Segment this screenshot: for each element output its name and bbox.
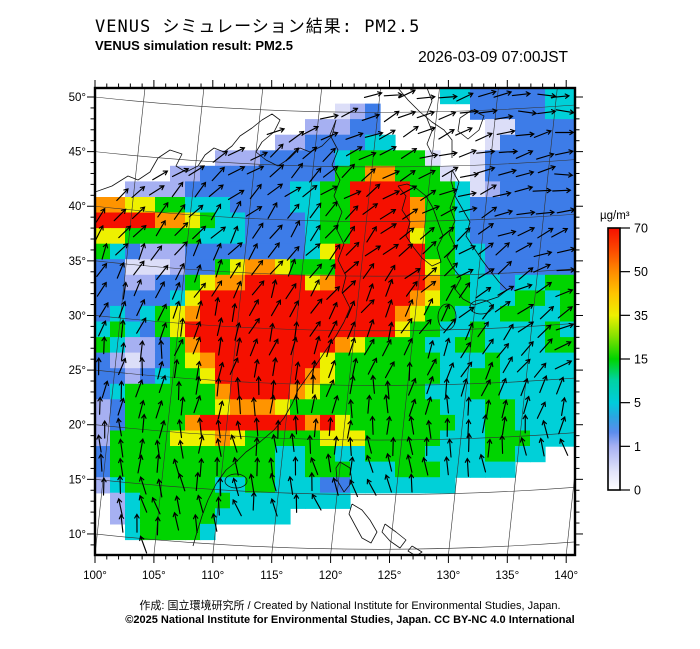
lon-tick-label: 105° bbox=[142, 570, 166, 582]
page-title-english: VENUS simulation result: PM2.5 bbox=[95, 38, 293, 53]
pm25-heatmap-layer bbox=[95, 88, 575, 541]
colorbar-tick-label: 35 bbox=[634, 309, 648, 323]
credit-line: 作成: 国立環境研究所 / Created by National Instit… bbox=[139, 600, 561, 612]
colorbar-tick-label: 0 bbox=[634, 484, 641, 498]
wind-arrows-layer bbox=[95, 89, 575, 554]
page-title-japanese: VENUS シミュレーション結果: PM2.5 bbox=[95, 17, 421, 37]
lat-tick-label: 25° bbox=[69, 365, 86, 377]
lat-tick-label: 35° bbox=[69, 256, 86, 268]
colorbar-unit-label: µg/m³ bbox=[600, 210, 630, 222]
lon-tick-label: 120° bbox=[319, 570, 343, 582]
lat-tick-label: 40° bbox=[69, 201, 86, 213]
graticule-layer bbox=[95, 88, 575, 555]
axis-ticks-and-labels: 100° 105° 110° 115° 120° 125° 130° 135° 140° 50° 4… bbox=[69, 80, 583, 582]
lon-tick-label: 130° bbox=[437, 570, 461, 582]
map-border bbox=[93, 86, 577, 557]
colorbar-tick-label: 5 bbox=[634, 396, 641, 410]
lon-tick-label: 115° bbox=[260, 570, 283, 582]
lat-tick-label: 15° bbox=[69, 474, 86, 486]
lat-tick-label: 30° bbox=[69, 310, 86, 322]
lon-tick-label: 110° bbox=[201, 570, 224, 582]
lat-tick-label: 20° bbox=[69, 420, 86, 432]
lat-tick-label: 10° bbox=[69, 529, 86, 541]
colorbar-tick-label: 50 bbox=[634, 265, 648, 279]
lon-tick-label: 140° bbox=[554, 570, 578, 582]
copyright-line: ©2025 National Institute for Environment… bbox=[125, 614, 575, 626]
lat-tick-label: 45° bbox=[69, 147, 86, 159]
colorbar-tick-label: 1 bbox=[634, 440, 641, 454]
lon-tick-label: 135° bbox=[495, 570, 519, 582]
lon-tick-label: 100° bbox=[83, 570, 107, 582]
lat-tick-label: 50° bbox=[69, 92, 86, 104]
colorbar-tick-label: 15 bbox=[634, 353, 648, 367]
lon-tick-label: 125° bbox=[378, 570, 402, 582]
colorbar-tick-label: 70 bbox=[634, 222, 648, 236]
simulation-timestamp: 2026-03-09 07:00JST bbox=[418, 49, 568, 66]
